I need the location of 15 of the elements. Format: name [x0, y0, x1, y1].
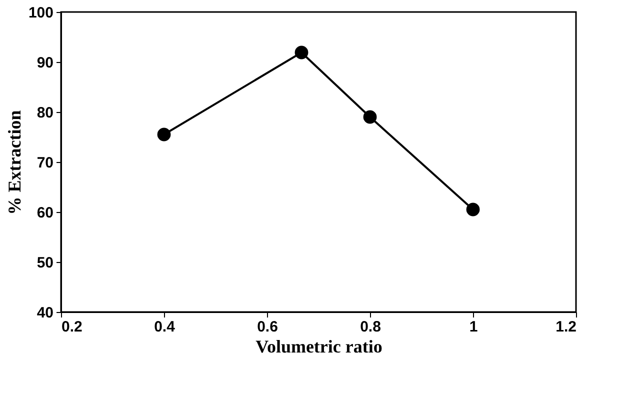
y-tick-label: 100 — [28, 4, 54, 22]
y-tick-label: 80 — [36, 104, 54, 122]
x-tick-label: 0.8 — [360, 318, 381, 336]
y-axis-title: % Extraction — [4, 110, 24, 215]
x-tick-label: 0.6 — [257, 318, 278, 336]
y-tick-label: 50 — [36, 254, 54, 272]
x-tick-label: 1.2 — [556, 318, 576, 336]
x-tick-label: 0.2 — [62, 318, 82, 336]
y-tick-label: 70 — [36, 154, 54, 172]
x-tick-label: 1 — [469, 318, 478, 336]
y-tick-label: 60 — [36, 204, 54, 222]
x-tick-label: 0.4 — [154, 318, 176, 336]
x-axis-title: Volumetric ratio — [256, 336, 382, 356]
y-tick-label: 40 — [36, 304, 54, 322]
y-tick-label: 90 — [36, 54, 54, 72]
